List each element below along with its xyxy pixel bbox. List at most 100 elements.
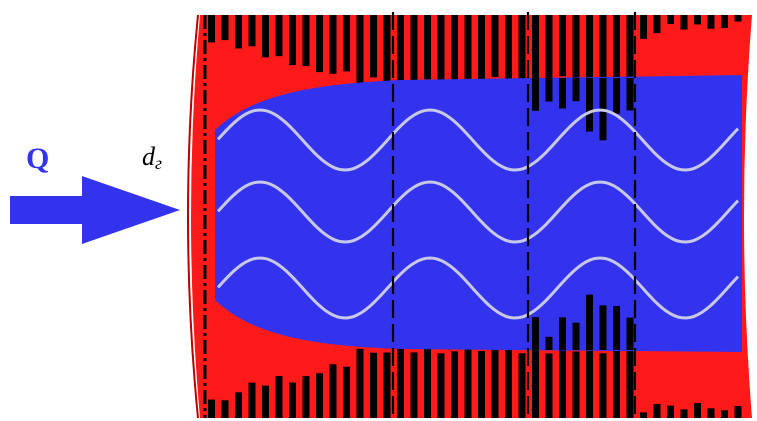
bar: [302, 376, 310, 418]
bar: [572, 15, 580, 99]
flow-label: Q: [26, 142, 49, 175]
bar: [653, 15, 661, 34]
bar: [707, 15, 715, 29]
bar: [545, 353, 553, 418]
bar: [586, 294, 593, 350]
bar: [505, 340, 512, 418]
bar: [410, 352, 418, 418]
bar: [545, 336, 553, 350]
flow-arrow: [10, 176, 180, 244]
bar: [329, 364, 337, 418]
bar: [559, 78, 566, 109]
bar: [424, 15, 431, 80]
bar: [572, 322, 580, 350]
bar: [316, 15, 323, 73]
bar: [532, 317, 539, 350]
bar: [613, 15, 620, 82]
bar: [626, 15, 634, 99]
bar: [613, 342, 620, 418]
section-lines: [391, 12, 637, 420]
bar: [289, 15, 296, 66]
bar: [518, 353, 526, 418]
bar: [545, 78, 553, 102]
bar: [532, 15, 539, 91]
bar: [451, 15, 458, 89]
bar: [491, 15, 499, 77]
bar: [559, 317, 566, 350]
bar: [329, 15, 337, 74]
bar: [451, 351, 458, 418]
bottom-bars: [208, 338, 742, 418]
bar: [464, 342, 472, 418]
bar: [653, 404, 661, 418]
bar: [572, 78, 580, 102]
stream-line: [216, 256, 740, 320]
bar: [235, 15, 242, 49]
bar: [356, 348, 364, 418]
bar: [559, 15, 566, 77]
bar: [626, 317, 634, 350]
bar: [586, 15, 593, 86]
bar: [262, 15, 269, 58]
bar: [275, 15, 283, 57]
core-bars: [532, 78, 634, 350]
inlet-boundary: [187, 14, 199, 419]
bar: [248, 382, 256, 418]
bar: [316, 373, 323, 418]
bar: [478, 350, 485, 418]
core-zone: [215, 75, 742, 352]
bar: [626, 340, 634, 418]
bar: [559, 349, 566, 418]
bar: [734, 406, 742, 418]
stream-line: [216, 108, 740, 172]
bar: [599, 353, 607, 418]
bar: [532, 349, 539, 418]
bar: [532, 78, 539, 111]
bar: [694, 403, 701, 418]
bar: [221, 400, 229, 418]
bar: [694, 15, 701, 25]
bar: [424, 338, 431, 418]
bar: [572, 351, 580, 418]
bar: [734, 15, 742, 22]
bar: [397, 346, 404, 418]
bar: [667, 15, 674, 24]
bar: [680, 15, 688, 30]
bar: [262, 385, 269, 418]
stream-line: [216, 180, 740, 244]
bar: [626, 78, 634, 111]
bar: [599, 305, 607, 350]
bar: [505, 15, 512, 81]
bar: [518, 15, 526, 87]
bar: [478, 15, 485, 84]
top-bars: [208, 15, 742, 99]
bar: [208, 15, 215, 43]
bar: [275, 376, 283, 418]
bar: [586, 78, 593, 132]
diameter-label: dг: [142, 142, 162, 173]
bar: [383, 352, 391, 418]
bar: [640, 412, 647, 418]
bar: [356, 15, 364, 87]
bar: [343, 366, 350, 418]
bar: [464, 15, 472, 79]
diameter-base: d: [142, 142, 156, 171]
bar: [721, 410, 728, 418]
bar: [397, 15, 404, 86]
bar: [640, 15, 647, 39]
bar: [410, 15, 418, 92]
bar: [599, 15, 607, 82]
bar: [586, 341, 593, 418]
bar: [613, 306, 620, 350]
bar: [302, 15, 310, 67]
bar: [613, 78, 620, 114]
bar: [707, 408, 715, 418]
bar: [491, 339, 499, 418]
bar: [235, 392, 242, 418]
bar: [680, 409, 688, 418]
stream-lines: [216, 108, 740, 320]
bar: [437, 15, 445, 87]
bar: [667, 405, 674, 418]
bar: [289, 382, 296, 418]
